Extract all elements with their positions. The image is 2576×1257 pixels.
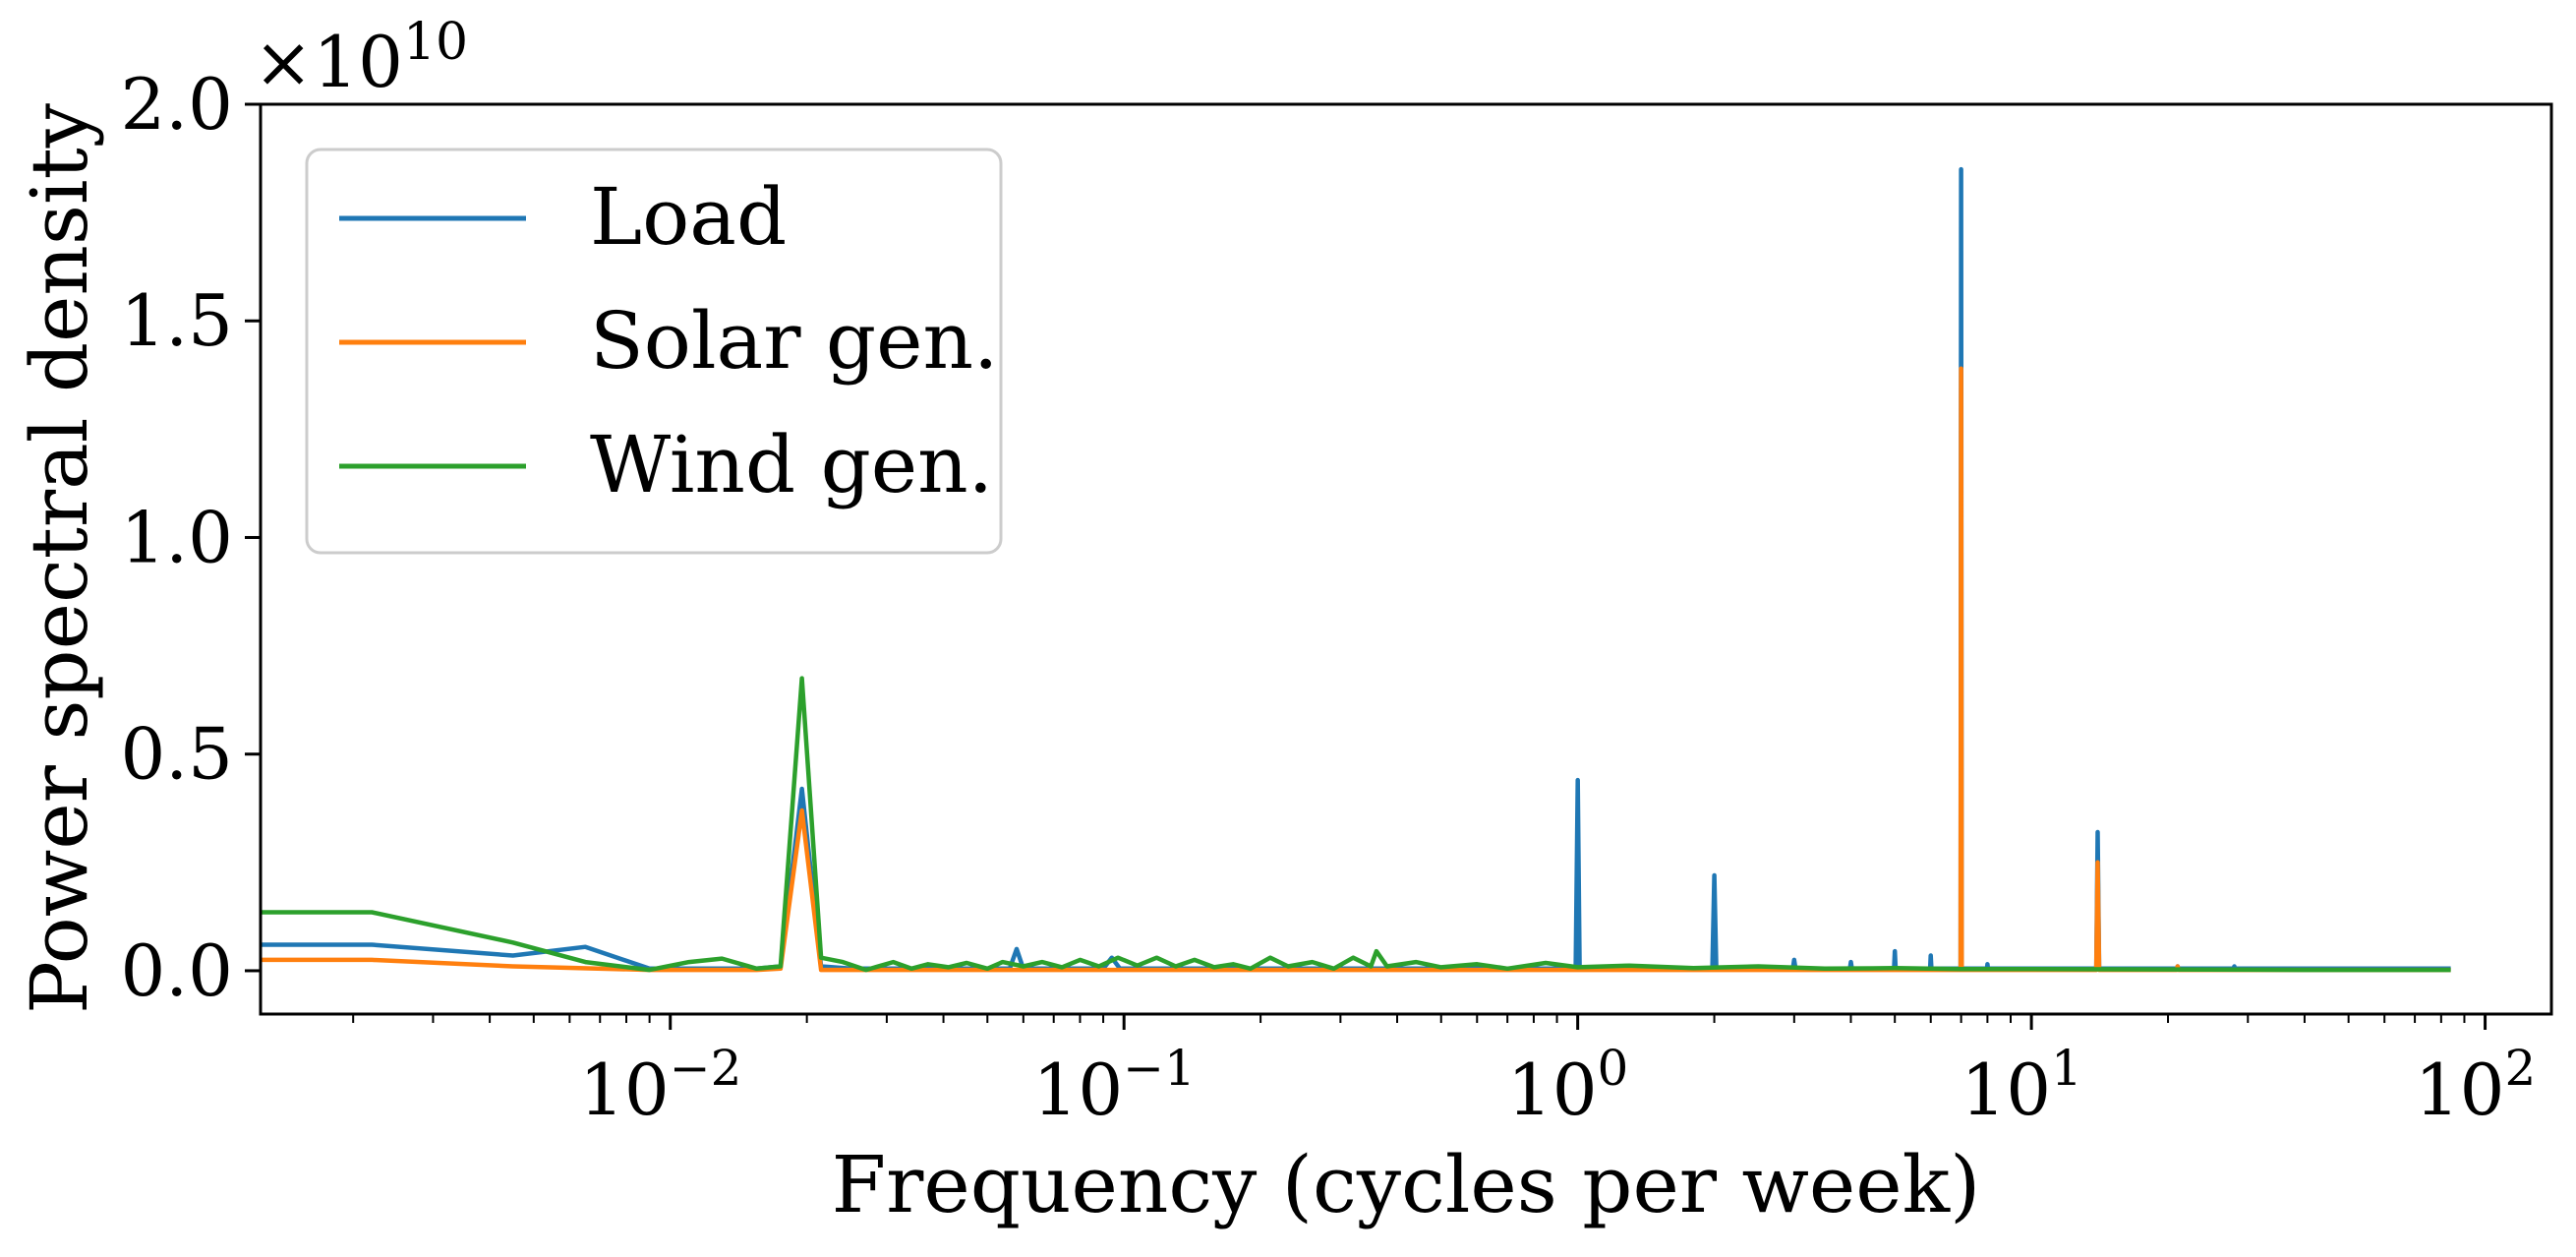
legend-label-2: Wind gen. (590, 419, 993, 510)
x-tick-label: 100 (1507, 1040, 1628, 1131)
y-tick-label: 1.0 (120, 496, 233, 578)
legend-label-1: Solar gen. (590, 295, 998, 387)
y-tick-label: 1.5 (120, 279, 233, 362)
y-axis-label: Power spectral density (14, 103, 105, 1014)
series-line-2 (261, 676, 2451, 973)
y-axis: 0.0 0.5 1.0 1.5 2.0 (120, 63, 261, 1012)
legend: Load Solar gen. Wind gen. (305, 148, 1003, 555)
y-multiplier: ×1010 (254, 13, 468, 103)
y-tick-label: 2.0 (120, 63, 233, 146)
x-tick-label: 102 (2415, 1040, 2536, 1131)
plot-frame (259, 102, 2553, 1016)
x-tick-label: 10−1 (1033, 1040, 1196, 1131)
y-tick-label: 0.5 (120, 713, 233, 796)
x-tick-label: 10−2 (579, 1040, 741, 1131)
x-axis: 10−2 10−1 100 101 102 (352, 1014, 2536, 1131)
series-layer (261, 166, 2451, 973)
legend-label-0: Load (590, 171, 787, 263)
legend-box (305, 148, 1003, 555)
y-tick-label: 0.0 (120, 929, 233, 1012)
x-axis-label: Frequency (cycles per week) (832, 1139, 1981, 1230)
x-tick-label: 101 (1961, 1040, 2081, 1131)
